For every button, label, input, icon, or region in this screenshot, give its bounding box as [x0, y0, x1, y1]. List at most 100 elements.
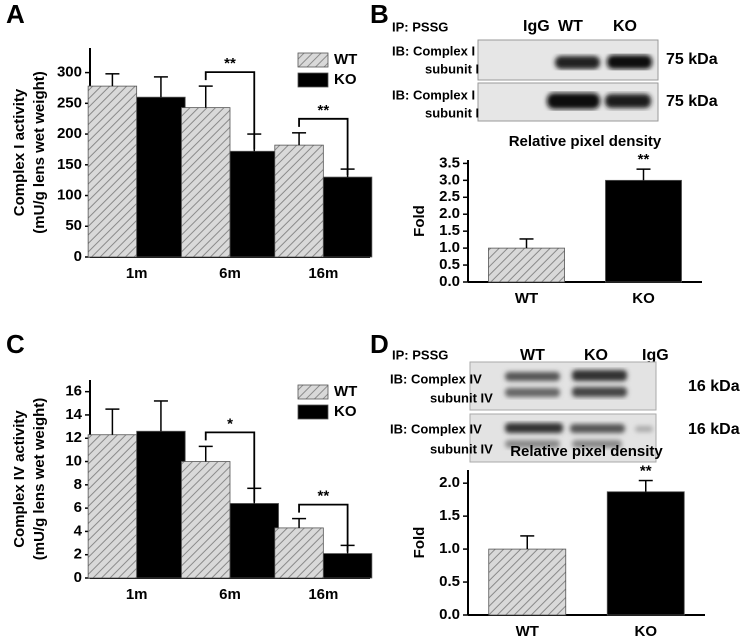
x-tick-label: 16m	[308, 586, 338, 603]
y-tick-label: 16	[65, 383, 82, 400]
y-tick-label: 14	[65, 406, 82, 423]
y-axis-label: Complex IV activity	[11, 410, 28, 548]
panel-label: A	[6, 0, 25, 29]
blot-bands	[505, 370, 627, 397]
bar	[181, 107, 231, 258]
y-tick-label: 300	[57, 64, 82, 81]
significance-label: **	[317, 488, 329, 505]
y-tick-label: 12	[65, 429, 82, 446]
bar	[87, 434, 138, 579]
x-tick-label: 6m	[219, 265, 241, 282]
bar	[274, 144, 324, 258]
lane-label: IgG	[642, 347, 669, 364]
legend-swatch	[297, 52, 329, 68]
chart-title: Relative pixel density	[509, 133, 662, 150]
bar	[488, 548, 567, 616]
y-axis-label: Fold	[411, 205, 428, 237]
significance-label: **	[224, 55, 236, 72]
y-axis-label: (mU/g lens wet weight)	[31, 71, 48, 234]
significance-label: *	[227, 415, 233, 432]
y-tick-label: 0	[74, 248, 82, 265]
chart-title: Relative pixel density	[510, 443, 663, 460]
y-tick-label: 10	[65, 452, 82, 469]
row-label: subunit I	[425, 105, 479, 120]
panel-label: C	[6, 329, 25, 359]
x-tick-label: WT	[515, 290, 538, 307]
row-label: IB: Complex IV	[390, 371, 482, 386]
row-label: IB: Complex I	[392, 43, 475, 58]
bar	[322, 553, 373, 579]
significance-label: **	[317, 102, 329, 119]
bar	[605, 179, 682, 283]
y-tick-label: 1.5	[439, 222, 460, 239]
significance-label: **	[640, 463, 652, 480]
x-tick-label: 1m	[126, 586, 148, 603]
x-tick-label: KO	[632, 290, 655, 307]
y-tick-label: 0.0	[439, 273, 460, 290]
ip-label: IP: PSSG	[392, 19, 448, 34]
lane-label: WT	[558, 18, 583, 35]
bar	[136, 430, 186, 579]
blot: IP: PSSG WT KO IgG IB: Complex IV subuni…	[390, 347, 740, 463]
y-tick-label: 3.0	[439, 171, 460, 188]
legend-swatch	[297, 404, 329, 420]
blot-bands	[547, 93, 651, 109]
y-tick-label: 0.5	[439, 573, 460, 590]
row-label: subunit I	[425, 61, 479, 76]
size-label: 75 kDa	[666, 93, 718, 110]
significance-bracket	[298, 117, 349, 176]
y-tick-label: 2.5	[439, 188, 460, 205]
panel-label: D	[370, 329, 389, 359]
y-tick-label: 250	[57, 94, 82, 111]
legend-label: WT	[334, 383, 357, 400]
significance-bracket	[204, 71, 256, 150]
legend-label: WT	[334, 51, 357, 68]
y-tick-label: 4	[74, 522, 83, 539]
row-label: subunit IV	[430, 441, 493, 456]
bar	[274, 527, 324, 579]
bar	[229, 150, 279, 258]
y-tick-label: 0.0	[439, 606, 460, 623]
y-tick-label: 0.5	[439, 256, 460, 273]
ip-label: IP: PSSG	[392, 347, 448, 362]
bar	[488, 247, 565, 283]
significance-label: **	[638, 151, 650, 168]
y-tick-label: 6	[74, 499, 82, 516]
legend-label: KO	[334, 71, 357, 88]
bar	[322, 176, 373, 258]
y-tick-label: 150	[57, 156, 82, 173]
y-tick-label: 1.0	[439, 540, 460, 557]
bar	[229, 503, 279, 579]
size-label: 16 kDa	[688, 378, 740, 395]
significance-bracket	[204, 431, 256, 502]
bar	[136, 96, 186, 258]
y-tick-label: 3.5	[439, 154, 460, 171]
x-tick-label: 6m	[219, 586, 241, 603]
y-axis-label: (mU/g lens wet weight)	[31, 398, 48, 561]
x-tick-label: KO	[635, 623, 658, 636]
size-label: 16 kDa	[688, 421, 740, 438]
y-axis-label: Complex I activity	[11, 88, 28, 216]
blot: IP: PSSG IgG WT KO IB: Complex I subunit…	[392, 18, 718, 122]
blot-bands	[555, 55, 652, 69]
x-tick-label: 16m	[308, 265, 338, 282]
y-tick-label: 2	[74, 546, 82, 563]
y-tick-label: 1.5	[439, 507, 460, 524]
x-tick-label: WT	[516, 623, 539, 636]
lane-label: KO	[584, 347, 608, 364]
lane-label: KO	[613, 18, 637, 35]
y-tick-label: 8	[74, 476, 82, 493]
legend-swatch	[297, 72, 329, 88]
legend-label: KO	[334, 403, 357, 420]
size-label: 75 kDa	[666, 51, 718, 68]
y-tick-label: 2.0	[439, 474, 460, 491]
row-label: IB: Complex IV	[390, 421, 482, 436]
bar	[606, 491, 685, 616]
y-tick-label: 100	[57, 186, 82, 203]
y-axis-label: Fold	[411, 527, 428, 559]
legend-swatch	[297, 384, 329, 400]
row-label: IB: Complex I	[392, 87, 475, 102]
y-tick-label: 200	[57, 125, 82, 142]
bar	[181, 461, 231, 579]
